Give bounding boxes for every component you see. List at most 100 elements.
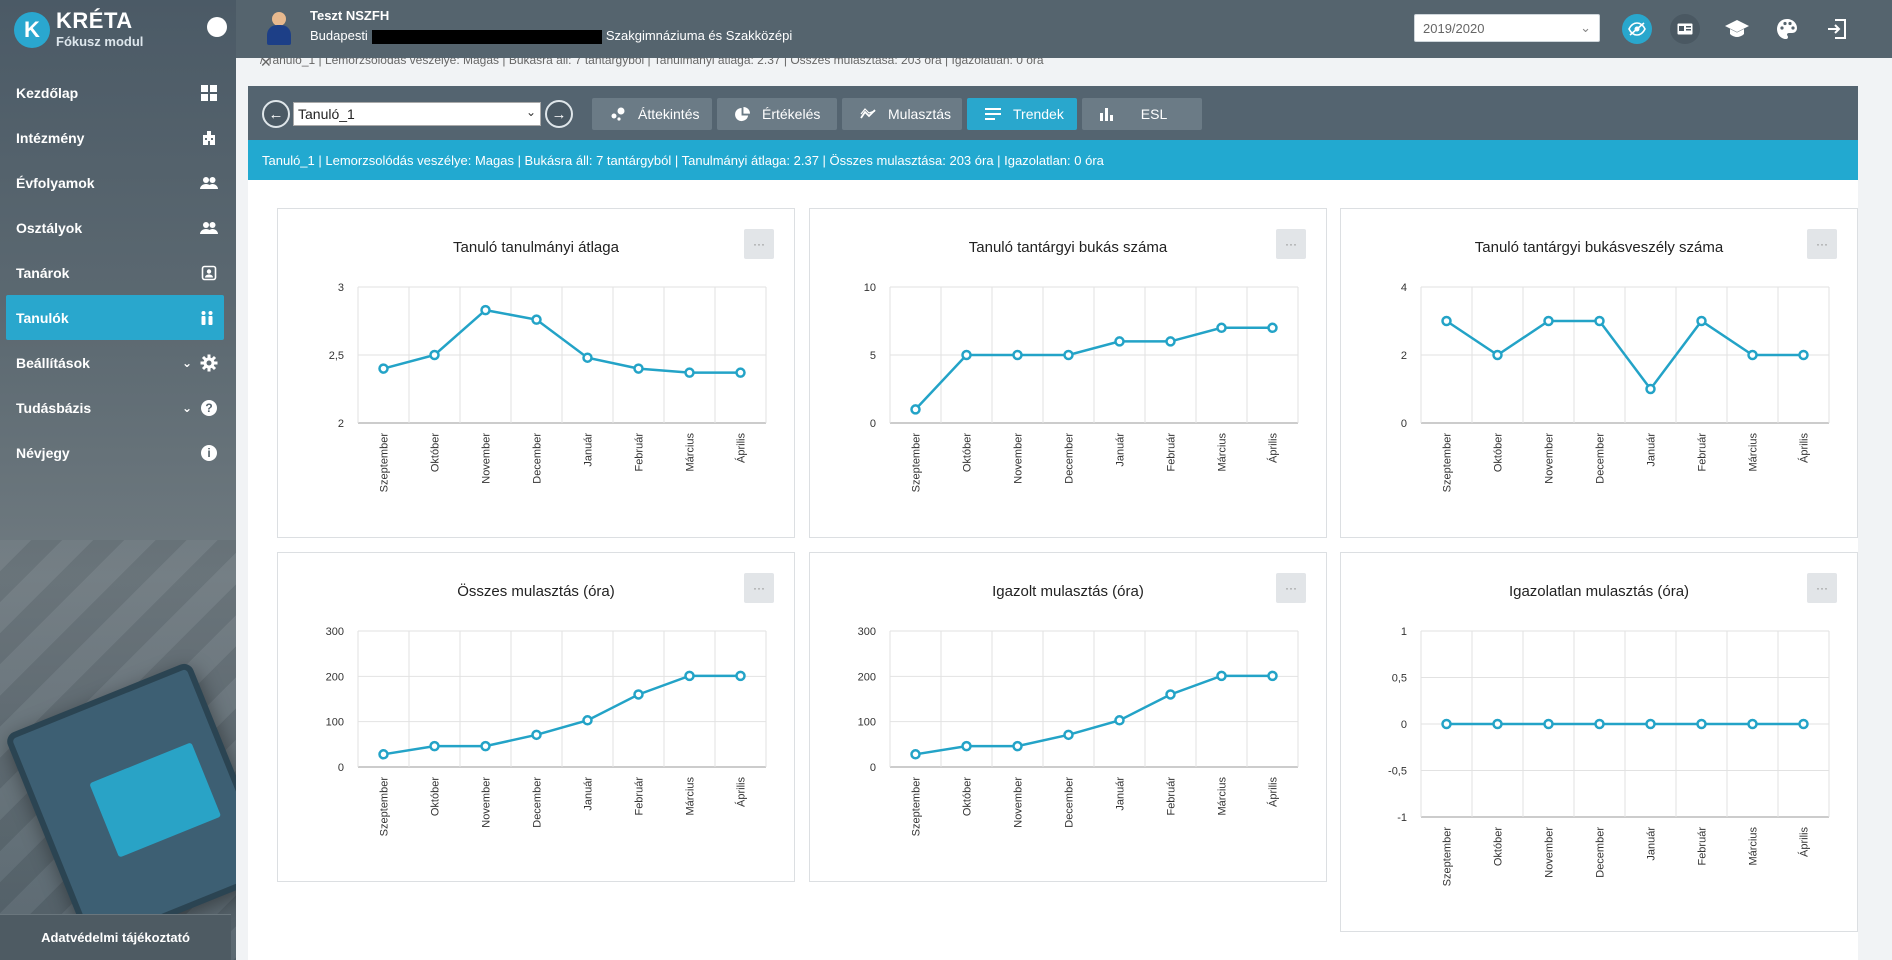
- x-tick-label: November: [1013, 777, 1025, 828]
- y-tick-label: 10: [864, 282, 876, 294]
- chart-menu-button[interactable]: ···: [1276, 229, 1306, 259]
- sidebar-item-tanarok[interactable]: Tanárok: [0, 250, 236, 295]
- previous-student-button[interactable]: ←: [262, 100, 290, 128]
- chevron-down-icon: ⌄: [181, 355, 192, 370]
- sidebar-item-label: Intézmény: [16, 129, 85, 146]
- chart-menu-button[interactable]: ···: [1276, 573, 1306, 603]
- chart-menu-button[interactable]: ···: [1807, 229, 1837, 259]
- data-point: [582, 352, 593, 363]
- overview-icon: [610, 107, 626, 121]
- kreta-logo-icon[interactable]: K: [14, 12, 50, 48]
- chart-menu-button[interactable]: ···: [744, 573, 774, 603]
- more-icon: ···: [753, 581, 765, 595]
- chevron-down-icon: ⌄: [181, 400, 192, 415]
- x-tick-label: Február: [1697, 433, 1709, 472]
- more-icon: ···: [1285, 581, 1297, 595]
- palette-button[interactable]: [1772, 14, 1802, 44]
- y-tick-label: 1: [1401, 626, 1407, 638]
- chart-card-average: Tanuló tanulmányi átlaga ··· 2 2,5 3 Szepte…: [277, 208, 795, 538]
- x-tick-label: Március: [685, 777, 697, 816]
- logo-letter: K: [24, 17, 40, 42]
- school-year-select[interactable]: 2019/2020 ⌄: [1414, 14, 1600, 42]
- logout-button[interactable]: [1822, 14, 1852, 44]
- data-point: [1441, 315, 1452, 327]
- series-line: [383, 674, 741, 756]
- sidebar-item-label: Névjegy: [16, 444, 70, 461]
- data-point: [1543, 718, 1554, 730]
- data-point: [961, 740, 972, 752]
- id-card-button[interactable]: [1670, 14, 1700, 44]
- series-line: [915, 674, 1273, 756]
- chart-card-total-absence: Összes mulasztás (óra) ··· 0 100 200 300 Sze…: [277, 552, 795, 882]
- data-point: [1216, 670, 1227, 682]
- tab-label: Trendek: [1013, 106, 1064, 122]
- chart-menu-button[interactable]: ···: [1807, 573, 1837, 603]
- x-tick-label: Március: [685, 433, 697, 472]
- y-tick-label: 0: [338, 762, 344, 774]
- data-point: [1441, 718, 1452, 730]
- data-point: [480, 304, 491, 316]
- sidebar-toggle-button[interactable]: [207, 17, 227, 37]
- tab-attekintes[interactable]: Áttekintés: [592, 98, 712, 130]
- tab-label: Áttekintés: [638, 106, 700, 122]
- x-tick-label: Október: [962, 777, 974, 816]
- graduation-cap-icon: [1725, 20, 1749, 37]
- sidebar-item-tudasbazis[interactable]: Tudásbázis ⌄ ?: [0, 385, 236, 430]
- next-student-button[interactable]: →: [545, 100, 573, 128]
- chart-card-failure-risk: Tanuló tantárgyi bukásveszély száma ··· …: [1340, 208, 1858, 538]
- brand-subtitle: Fókusz modul: [56, 34, 144, 49]
- close-icon[interactable]: ✕: [260, 58, 272, 70]
- chart-svg: 2 2,5 3 Szeptember Október November December Ja…: [329, 282, 767, 492]
- avatar[interactable]: [266, 12, 292, 46]
- x-tick-label: December: [1595, 827, 1607, 878]
- y-tick-label: 2: [338, 418, 344, 430]
- data-point: [1165, 336, 1176, 347]
- data-point: [961, 349, 972, 361]
- tab-trendek[interactable]: Trendek: [967, 98, 1077, 130]
- users-icon: [200, 174, 218, 192]
- y-tick-label: 4: [1401, 282, 1407, 294]
- x-tick-label: Október: [1493, 827, 1505, 866]
- data-point: [684, 670, 695, 682]
- x-tick-label: Szeptember: [911, 433, 923, 493]
- data-point: [910, 404, 921, 415]
- tab-esl[interactable]: ESL: [1082, 98, 1202, 130]
- id-card-icon: [1677, 23, 1693, 35]
- data-point: [1798, 349, 1809, 361]
- graduation-cap-button[interactable]: [1722, 14, 1752, 44]
- sidebar-item-nevjegy[interactable]: Névjegy i: [0, 430, 236, 475]
- sidebar-item-tanulok[interactable]: Tanulók: [6, 295, 224, 340]
- tab-ertekeles[interactable]: Értékelés: [717, 98, 837, 130]
- tab-mulasztas[interactable]: Mulasztás: [842, 98, 962, 130]
- x-tick-label: Február: [634, 777, 646, 816]
- x-tick-label: Április: [735, 777, 748, 807]
- series-line: [914, 326, 1273, 411]
- data-point: [378, 749, 389, 760]
- x-tick-label: Április: [1798, 827, 1811, 857]
- sidebar-item-kezdolap[interactable]: Kezdőlap: [0, 70, 236, 115]
- tab-label: Mulasztás: [888, 106, 952, 122]
- data-point: [1696, 718, 1707, 730]
- arrow-left-icon: ←: [268, 105, 284, 123]
- chart-svg: 0 100 200 300 Szeptember Október November Decem…: [858, 626, 1299, 836]
- x-tick-label: November: [1544, 433, 1556, 484]
- sidebar-item-evfolyamok[interactable]: Évfolyamok: [0, 160, 236, 205]
- sidebar-item-intezmeny[interactable]: Intézmény: [0, 115, 236, 160]
- privacy-notice-link[interactable]: Adatvédelmi tájékoztató: [0, 914, 231, 960]
- x-tick-label: Február: [1166, 777, 1178, 816]
- sidebar-item-beallitasok[interactable]: Beállítások ⌄: [0, 340, 236, 385]
- chart-svg: 0 100 200 300 Szeptember Október November Decem…: [326, 626, 767, 836]
- data-point: [1594, 718, 1605, 730]
- x-tick-label: Január: [1646, 433, 1658, 467]
- chart-menu-button[interactable]: ···: [744, 229, 774, 259]
- data-point: [1747, 718, 1758, 730]
- data-point: [1063, 729, 1074, 741]
- x-tick-label: November: [481, 777, 493, 828]
- data-point: [378, 363, 389, 374]
- x-tick-label: Október: [1493, 433, 1505, 472]
- x-tick-label: Január: [1115, 777, 1127, 811]
- student-select[interactable]: Tanuló_1 ⌄: [293, 102, 541, 126]
- sidebar-item-osztalyok[interactable]: Osztályok: [0, 205, 236, 250]
- contact-card-icon: [200, 264, 218, 282]
- hide-eye-button[interactable]: [1622, 14, 1652, 44]
